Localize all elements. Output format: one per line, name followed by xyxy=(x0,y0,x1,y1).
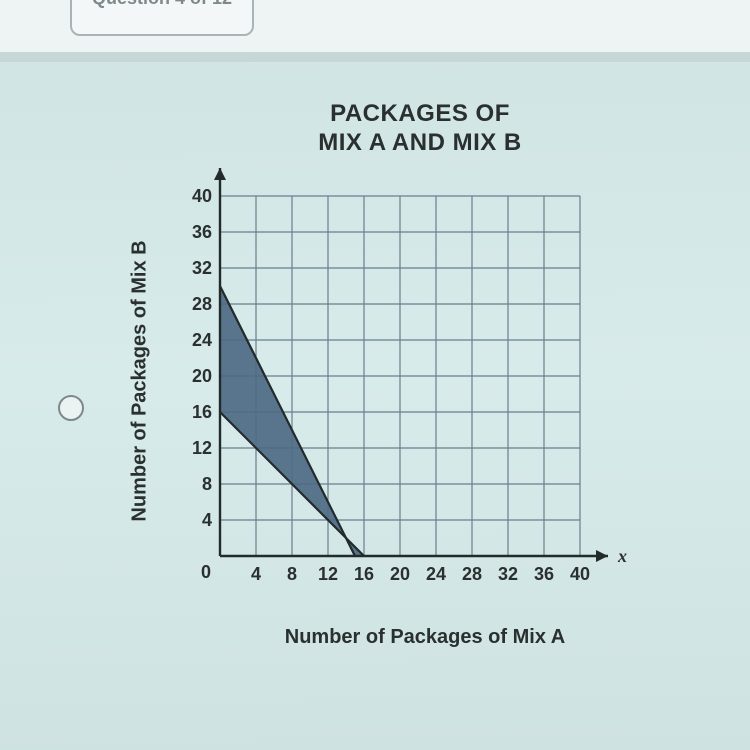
x-tick-label: 28 xyxy=(462,564,482,584)
chart-svg: xy4812162024283236404812162024283236400 xyxy=(150,166,630,596)
y-axis-arrow xyxy=(214,168,226,180)
x-tick-label: 32 xyxy=(498,564,518,584)
y-tick-label: 20 xyxy=(192,366,212,386)
question-tab[interactable]: Question 4 of 12 xyxy=(70,0,254,36)
y-tick-label: 28 xyxy=(192,294,212,314)
chart-container: PACKAGES OF MIX A AND MIX B Number of Pa… xyxy=(110,100,670,700)
y-tick-label: 36 xyxy=(192,222,212,242)
x-tick-label: 12 xyxy=(318,564,338,584)
answer-radio[interactable] xyxy=(58,395,84,421)
y-tick-label: 40 xyxy=(192,186,212,206)
y-tick-label: 32 xyxy=(192,258,212,278)
y-tick-label: 4 xyxy=(202,510,212,530)
top-toolbar: Question 4 of 12 xyxy=(0,0,750,54)
y-tick-label: 16 xyxy=(192,402,212,422)
chart-title: PACKAGES OF MIX A AND MIX B xyxy=(170,100,670,158)
chart-title-line2: MIX A AND MIX B xyxy=(318,129,522,156)
x-axis-letter: x xyxy=(617,546,627,566)
x-axis-arrow xyxy=(596,550,608,562)
origin-label: 0 xyxy=(201,562,211,582)
x-tick-label: 40 xyxy=(570,564,590,584)
plot-area: Number of Packages of Mix B xy4812162024… xyxy=(150,166,670,596)
x-tick-label: 36 xyxy=(534,564,554,584)
x-tick-label: 20 xyxy=(390,564,410,584)
x-tick-label: 4 xyxy=(251,564,261,584)
toolbar-divider xyxy=(0,52,750,62)
x-tick-label: 16 xyxy=(354,564,374,584)
x-tick-label: 8 xyxy=(287,564,297,584)
screen: Question 4 of 12 PACKAGES OF MIX A AND M… xyxy=(0,0,750,750)
chart-title-line1: PACKAGES OF xyxy=(330,100,510,127)
x-tick-label: 24 xyxy=(426,564,446,584)
y-tick-label: 24 xyxy=(192,330,212,350)
y-tick-label: 12 xyxy=(192,438,212,458)
y-tick-label: 8 xyxy=(202,474,212,494)
y-axis-label: Number of Packages of Mix B xyxy=(129,240,152,521)
x-axis-label: Number of Packages of Mix A xyxy=(180,626,670,649)
